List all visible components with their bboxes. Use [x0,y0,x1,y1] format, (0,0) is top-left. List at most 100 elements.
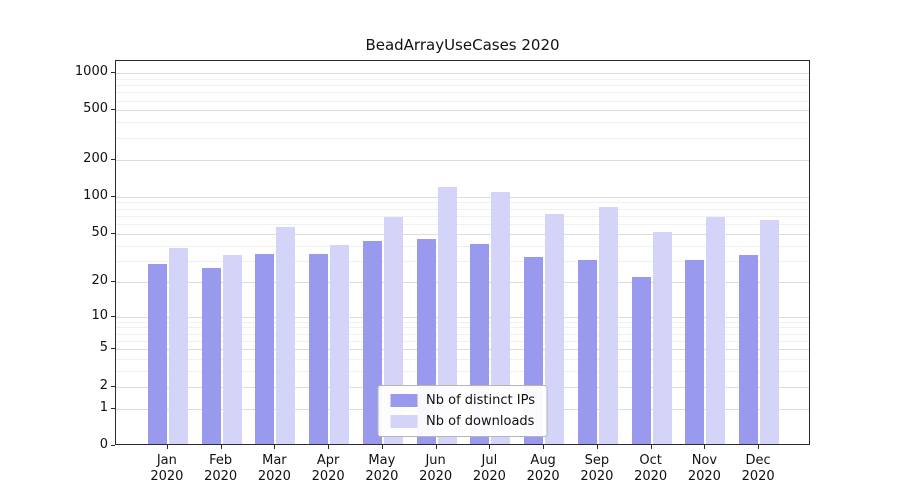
x-tick-label: Jun 2020 [419,453,453,484]
x-tick-label: Apr 2020 [311,453,345,484]
legend-swatch [390,415,418,428]
y-tick-label: 10 [91,307,108,323]
gridline-minor [116,245,809,247]
gridline-major [116,110,809,112]
gridline-minor [116,327,809,329]
legend-swatch [390,394,418,407]
bar-nb-of-distinct-ips [147,264,167,444]
x-tick-mark [704,445,706,449]
gridline-minor [116,224,809,226]
y-tick-label: 2 [99,377,108,393]
x-tick-label: Oct 2020 [634,453,668,484]
y-tick-label: 1000 [74,64,108,80]
x-tick-label: Dec 2020 [741,453,775,484]
bar-nb-of-distinct-ips [201,268,221,444]
gridline-minor [116,202,809,204]
bar-nb-of-downloads [168,247,188,444]
bar-nb-of-distinct-ips [739,255,759,444]
gridline-minor [116,208,809,210]
x-tick-mark [650,445,652,449]
y-tick-label: 20 [91,272,108,288]
gridline-minor [116,85,809,87]
legend-row: Nb of downloads [390,414,535,429]
y-tick-mark [111,315,115,317]
gridline-major [116,349,809,351]
y-tick-mark [111,348,115,350]
x-tick-mark [489,445,491,449]
gridline-major [116,316,809,318]
y-tick-mark [111,232,115,234]
bar-nb-of-downloads [491,192,511,444]
x-tick-label: May 2020 [365,453,399,484]
y-tick-label: 100 [83,187,108,203]
y-tick-mark [111,195,115,197]
bar-nb-of-downloads [760,219,780,444]
y-tick-mark [111,445,115,446]
gridline-minor [116,333,809,335]
x-tick-label: Feb 2020 [204,453,238,484]
bar-nb-of-distinct-ips [577,260,597,444]
y-tick-label: 5 [99,340,108,356]
bar-nb-of-downloads [330,244,350,444]
y-tick-label: 200 [83,150,108,166]
legend-label: Nb of distinct IPs [426,393,535,408]
legend: Nb of distinct IPs Nb of downloads [377,385,548,437]
bar-nb-of-downloads [545,213,565,444]
gridline-major [116,281,809,283]
y-tick-mark [111,280,115,282]
y-tick-label: 500 [83,101,108,117]
x-tick-mark [220,445,222,449]
bar-nb-of-downloads [222,255,242,444]
gridline-minor [116,371,809,373]
x-tick-label: Mar 2020 [257,453,291,484]
gridline-major [116,73,809,75]
gridline-minor [116,359,809,361]
bar-nb-of-distinct-ips [631,277,651,444]
x-tick-mark [543,445,545,449]
legend-row: Nb of distinct IPs [390,393,535,408]
legend-label: Nb of downloads [426,414,535,429]
x-tick-label: Aug 2020 [526,453,560,484]
gridline-minor [116,340,809,342]
gridline-minor [116,100,809,102]
y-tick-mark [111,385,115,387]
bar-nb-of-distinct-ips [255,253,275,444]
gridline-minor [116,122,809,124]
gridline-minor [116,92,809,94]
y-tick-label: 1 [99,399,108,415]
gridline-minor [116,260,809,262]
y-tick-label: 0 [99,437,108,452]
gridline-minor [116,78,809,80]
x-tick-label: Sep 2020 [580,453,614,484]
gridline-major [116,159,809,161]
plot-area: Nb of distinct IPs Nb of downloads [115,60,810,445]
x-tick-mark [381,445,383,449]
x-tick-mark [328,445,330,449]
x-tick-mark [758,445,760,449]
bar-nb-of-downloads [437,187,457,444]
y-tick-mark [111,158,115,160]
y-tick-mark [111,109,115,111]
gridline-minor [116,321,809,323]
y-tick-mark [111,72,115,74]
x-tick-label: Jan 2020 [150,453,184,484]
bar-nb-of-downloads [706,217,726,444]
gridline-major [116,233,809,235]
x-tick-mark [274,445,276,449]
bar-nb-of-distinct-ips [309,253,329,444]
x-tick-label: Nov 2020 [687,453,721,484]
bar-nb-of-distinct-ips [685,260,705,444]
gridline-major [116,196,809,198]
chart-title: BeadArrayUseCases 2020 [365,36,560,54]
x-tick-label: Jul 2020 [472,453,506,484]
bar-nb-of-downloads [276,226,296,444]
gridline-minor [116,137,809,139]
bar-nb-of-downloads [598,206,618,444]
y-tick-mark [111,407,115,409]
x-tick-mark [435,445,437,449]
gridline-minor [116,215,809,217]
bar-nb-of-downloads [652,231,672,444]
y-tick-label: 50 [91,224,108,240]
x-tick-mark [596,445,598,449]
